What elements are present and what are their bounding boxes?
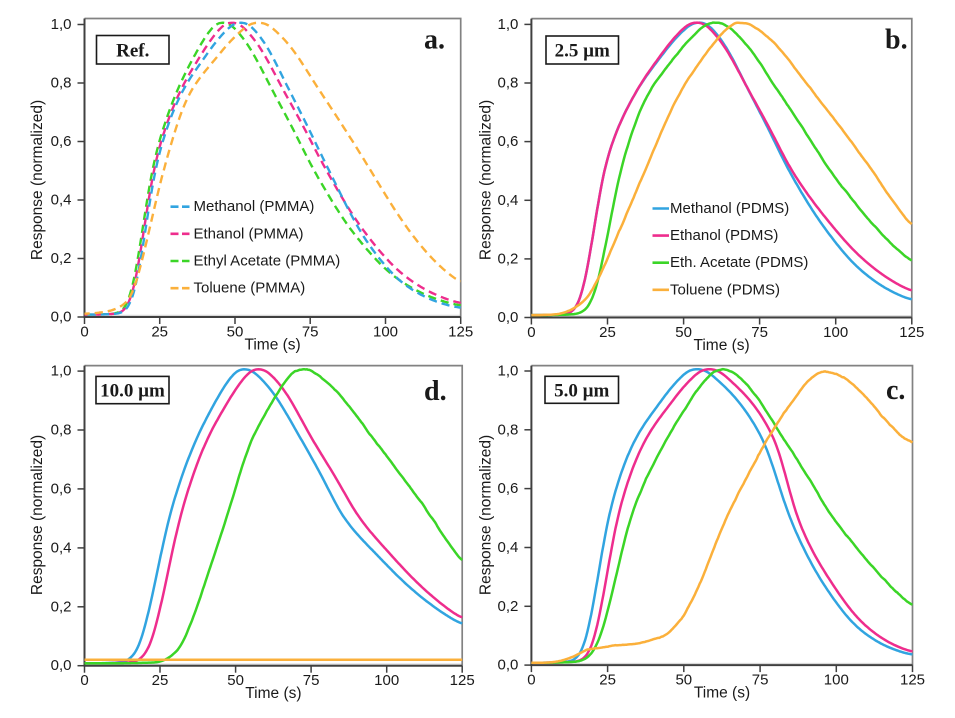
svg-text:0,4: 0,4 (498, 192, 519, 209)
svg-text:Response (normalized): Response (normalized) (478, 435, 495, 595)
svg-text:0: 0 (80, 324, 88, 341)
svg-text:0,8: 0,8 (498, 421, 519, 438)
svg-text:0,6: 0,6 (498, 480, 519, 497)
svg-text:Response (normalized): Response (normalized) (29, 435, 46, 595)
svg-text:Response (normalized): Response (normalized) (29, 100, 46, 260)
svg-text:0,8: 0,8 (51, 422, 72, 439)
svg-text:100: 100 (823, 324, 848, 341)
svg-text:75: 75 (752, 672, 769, 689)
svg-text:Time (s): Time (s) (245, 685, 301, 702)
svg-text:1,0: 1,0 (51, 363, 72, 380)
svg-text:50: 50 (227, 324, 244, 341)
svg-text:50: 50 (675, 324, 692, 341)
svg-text:Ethanol (PMMA): Ethanol (PMMA) (194, 225, 304, 242)
svg-text:Response (normalized): Response (normalized) (478, 100, 495, 260)
svg-text:75: 75 (302, 324, 319, 341)
svg-text:Time (s): Time (s) (694, 685, 750, 702)
svg-text:1,0: 1,0 (498, 363, 519, 380)
svg-text:0: 0 (527, 324, 535, 341)
svg-text:0,2: 0,2 (51, 250, 72, 267)
svg-text:Time (s): Time (s) (244, 337, 300, 354)
svg-text:25: 25 (599, 324, 616, 341)
svg-text:125: 125 (450, 672, 475, 689)
svg-text:25: 25 (599, 672, 616, 689)
svg-text:0,0: 0,0 (51, 657, 72, 674)
svg-text:2.5 µm: 2.5 µm (555, 41, 610, 62)
svg-text:Methanol (PDMS): Methanol (PDMS) (670, 200, 789, 217)
svg-text:1,0: 1,0 (498, 16, 519, 33)
svg-text:0: 0 (527, 672, 535, 689)
svg-text:b.: b. (885, 25, 908, 56)
svg-text:0,6: 0,6 (498, 133, 519, 150)
svg-text:125: 125 (899, 324, 924, 341)
svg-text:0,0: 0,0 (498, 309, 519, 326)
svg-text:0,2: 0,2 (51, 598, 72, 615)
svg-text:c.: c. (886, 375, 905, 406)
svg-text:75: 75 (751, 324, 768, 341)
svg-text:Methanol (PMMA): Methanol (PMMA) (194, 198, 315, 215)
svg-text:1,0: 1,0 (51, 16, 72, 33)
svg-text:10.0 µm: 10.0 µm (100, 381, 165, 402)
svg-text:0,2: 0,2 (498, 250, 519, 267)
svg-text:0,8: 0,8 (498, 75, 519, 92)
svg-text:100: 100 (824, 672, 849, 689)
svg-text:125: 125 (900, 672, 925, 689)
svg-text:5.0 µm: 5.0 µm (554, 380, 609, 401)
svg-text:Ref.: Ref. (116, 40, 149, 61)
svg-text:0,0: 0,0 (51, 309, 72, 326)
svg-text:125: 125 (448, 324, 473, 341)
svg-text:0,6: 0,6 (51, 480, 72, 497)
svg-text:25: 25 (151, 324, 168, 341)
svg-text:0,8: 0,8 (51, 75, 72, 92)
svg-text:0,4: 0,4 (51, 539, 72, 556)
svg-text:d.: d. (424, 376, 447, 407)
svg-text:0: 0 (80, 672, 88, 689)
svg-text:25: 25 (152, 672, 169, 689)
svg-text:Toluene (PDMS): Toluene (PDMS) (670, 281, 780, 298)
svg-text:0,6: 0,6 (51, 133, 72, 150)
svg-text:a.: a. (424, 25, 445, 56)
svg-text:Time (s): Time (s) (693, 337, 749, 354)
svg-text:0,4: 0,4 (51, 192, 72, 209)
svg-text:0,0: 0,0 (498, 657, 519, 674)
svg-text:Ethyl Acetate (PMMA): Ethyl Acetate (PMMA) (194, 253, 341, 270)
svg-text:0,4: 0,4 (498, 539, 519, 556)
svg-text:100: 100 (373, 324, 398, 341)
svg-text:100: 100 (374, 672, 399, 689)
svg-text:75: 75 (303, 672, 320, 689)
svg-text:0,2: 0,2 (498, 598, 519, 615)
svg-text:Ethanol (PDMS): Ethanol (PDMS) (670, 227, 778, 244)
svg-text:Toluene (PMMA): Toluene (PMMA) (194, 280, 306, 297)
svg-text:50: 50 (675, 672, 692, 689)
svg-text:Eth. Acetate (PDMS): Eth. Acetate (PDMS) (670, 254, 808, 271)
svg-text:50: 50 (227, 672, 244, 689)
